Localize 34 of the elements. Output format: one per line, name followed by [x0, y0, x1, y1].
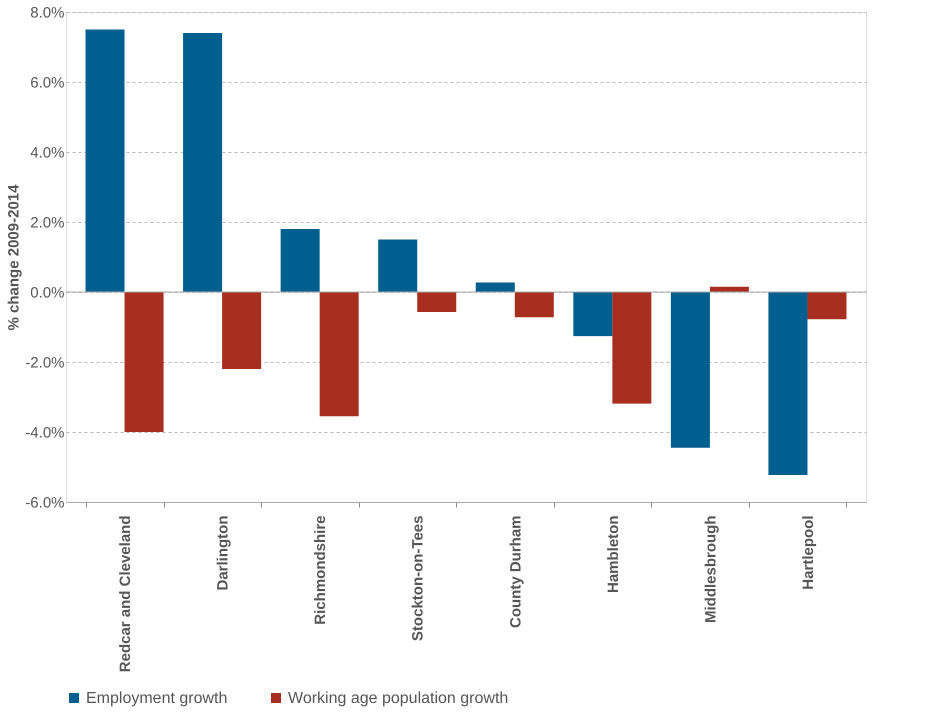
y-tick-label: 2.0% — [30, 214, 64, 232]
bar — [183, 33, 222, 292]
y-tick-label: -4.0% — [25, 424, 64, 442]
bar — [86, 30, 125, 292]
bar — [514, 292, 554, 318]
x-tick-label: Redcar and Cleveland — [117, 516, 134, 672]
x-tick-label: Hambleton — [604, 516, 622, 594]
x-tick-label: Stockton-on-Tees — [410, 516, 427, 642]
bar — [670, 292, 710, 448]
x-tick-label: County Durham — [507, 516, 524, 628]
bar — [417, 292, 456, 312]
bar — [476, 282, 515, 292]
x-tick-label: Richmondshire — [312, 516, 330, 625]
y-tick-label: -6.0% — [25, 494, 64, 512]
x-tick-label: Middlesbrough — [702, 516, 720, 623]
bar — [612, 292, 652, 404]
x-tick-label: Hartlepool — [800, 516, 817, 590]
y-tick-label: -2.0% — [25, 354, 64, 372]
y-tick-label: 4.0% — [30, 144, 64, 162]
legend-label: Employment growth — [86, 690, 228, 707]
y-tick-label: 8.0% — [30, 4, 64, 22]
y-tick-label: 0.0% — [30, 284, 64, 302]
legend-label: Working age population growth — [288, 690, 508, 707]
bar — [573, 292, 612, 336]
bar — [378, 240, 418, 292]
bar — [280, 229, 320, 292]
bar — [320, 292, 359, 416]
bar — [807, 292, 846, 320]
bar — [222, 292, 262, 369]
x-tick-label: Darlington — [214, 516, 232, 590]
bar — [124, 292, 164, 432]
y-axis-title: % change 2009-2014 — [5, 184, 22, 330]
bar — [768, 292, 808, 476]
y-tick-label: 6.0% — [30, 74, 64, 92]
